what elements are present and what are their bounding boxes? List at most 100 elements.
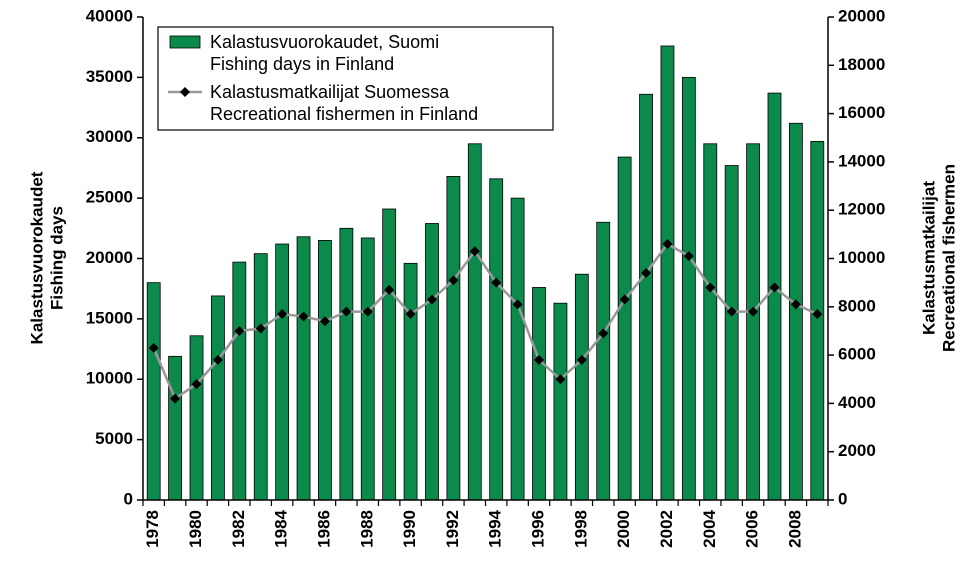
legend-swatch [169,35,201,49]
bar [168,355,183,501]
x-tick-label: 2004 [700,509,719,547]
x-tick-label: 2002 [657,510,676,548]
y2-tick-label: 6000 [838,345,876,364]
x-tick-label: 1998 [571,510,590,548]
marker [598,328,609,339]
marker [555,374,566,385]
x-tick-label: 1978 [143,510,162,548]
bar [425,223,439,501]
marker [148,342,159,353]
marker [619,294,630,305]
bar [446,175,461,501]
marker [683,251,694,262]
y2-tick-label: 4000 [838,393,876,412]
y2-tick-label: 16000 [838,103,885,122]
bar [703,143,718,501]
bar [211,295,225,501]
bar [810,140,825,501]
bar [318,239,332,501]
bar [296,236,311,501]
y-tick-label: 30000 [86,127,133,146]
y-axis-title: Kalastusvuorokaudet [27,171,46,344]
bar [510,197,525,501]
y-tick-label: 0 [124,489,133,508]
x-tick-label: 1994 [486,509,505,547]
y-tick-label: 20000 [86,248,133,267]
marker [341,306,352,317]
marker [641,267,652,278]
bar [596,221,611,501]
x-tick-label: 2006 [743,510,762,548]
y-tick-label: 10000 [86,369,133,388]
y2-tick-label: 0 [838,489,847,508]
y-tick-label: 5000 [95,429,133,448]
bar [275,243,290,501]
marker [812,309,823,320]
bar [574,273,589,501]
legend-label: Kalastusvuorokaudet, Suomi Fishing days … [210,32,440,74]
x-tick-label: 1988 [357,510,376,548]
marker [234,325,245,336]
bar [767,92,782,501]
y2-tick-label: 20000 [838,6,885,25]
legend-marker [180,87,190,97]
marker [384,284,395,295]
marker [491,277,502,288]
x-tick-label: 1984 [272,509,291,547]
x-tick-label: 1990 [400,510,419,548]
legend-box [157,26,554,131]
bar [232,261,247,501]
marker [790,299,801,310]
marker [769,282,780,293]
bar [617,156,632,501]
bar [403,262,418,501]
y2-axis-title: Recreational fishermen [939,164,958,352]
marker [191,379,202,390]
marker [362,306,373,317]
x-tick-label: 1982 [229,510,248,548]
line [152,242,818,401]
marker [255,323,266,334]
marker [405,309,416,320]
marker [512,299,523,310]
y2-tick-label: 2000 [838,441,876,460]
bar [724,165,739,501]
y-tick-label: 15000 [86,308,133,327]
x-tick-label: 1986 [314,510,333,548]
marker [277,309,288,320]
y2-tick-label: 8000 [838,296,876,315]
bar [339,227,354,501]
marker [212,354,223,365]
bar [189,335,204,501]
marker [662,239,673,250]
marker [726,306,737,317]
y2-tick-label: 14000 [838,151,885,170]
y-tick-label: 40000 [86,6,133,25]
bar [746,143,760,501]
bar [660,45,675,501]
x-tick-label: 1992 [443,510,462,548]
bar [639,93,653,501]
bar [681,76,696,501]
x-tick-label: 1980 [186,510,205,548]
bar [360,237,375,501]
y2-tick-label: 18000 [838,55,885,74]
x-tick-label: 2000 [614,510,633,548]
y2-tick-label: 12000 [838,200,885,219]
bar [489,178,504,501]
marker [319,316,330,327]
bar [146,282,161,501]
y-tick-label: 25000 [86,188,133,207]
marker [298,311,309,322]
bar [467,143,482,501]
marker [705,282,716,293]
y-tick-label: 35000 [86,67,133,86]
legend-label: Kalastusmatkailijat Suomessa Recreationa… [210,82,479,124]
marker [748,306,759,317]
x-tick-label: 2008 [785,510,804,548]
x-tick-label: 1996 [529,510,548,548]
bar [553,302,568,501]
y-axis-title: Fishing days [47,206,66,310]
bar [788,122,803,501]
